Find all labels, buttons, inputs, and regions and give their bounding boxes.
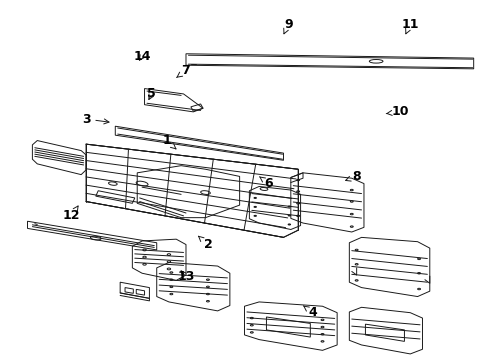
Text: 3: 3 [81,113,109,126]
Text: 2: 2 [198,236,212,251]
Text: 1: 1 [162,134,176,149]
Text: 13: 13 [177,270,194,283]
Text: 11: 11 [401,18,418,34]
Text: 8: 8 [345,170,360,183]
Text: 12: 12 [62,206,80,222]
Text: 6: 6 [259,177,273,190]
Text: 4: 4 [303,306,317,319]
Text: 14: 14 [133,50,150,63]
Text: 5: 5 [147,87,156,100]
Text: 10: 10 [386,105,408,118]
Text: 7: 7 [176,64,190,77]
Text: 9: 9 [283,18,292,34]
